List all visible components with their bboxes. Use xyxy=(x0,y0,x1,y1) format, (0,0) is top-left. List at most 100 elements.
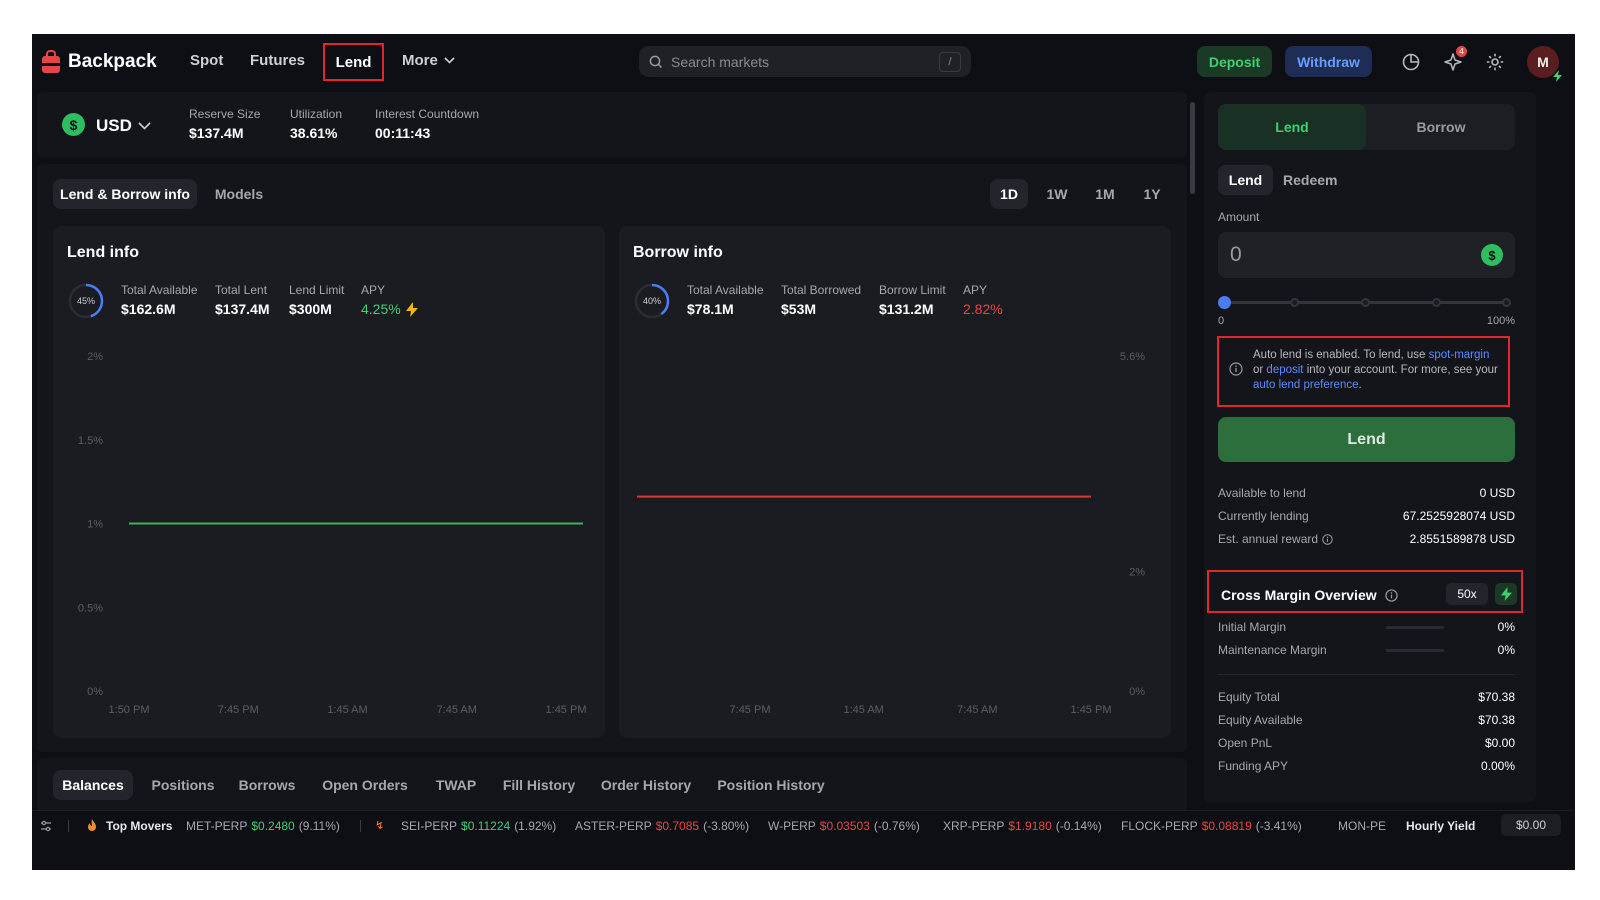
tab-label: Models xyxy=(214,186,264,202)
mode-lend-button[interactable]: Lend xyxy=(1218,104,1366,150)
deposit-button[interactable]: Deposit xyxy=(1197,46,1272,77)
spot-margin-link[interactable]: spot-margin xyxy=(1428,349,1490,361)
bolt-icon[interactable] xyxy=(1495,583,1517,605)
ticker-separator xyxy=(360,820,361,832)
borrow-info-card: Borrow info 40% Total Available $78.1M T… xyxy=(619,226,1171,738)
search-bar[interactable]: / xyxy=(639,46,971,77)
sliders-icon[interactable] xyxy=(40,820,52,832)
ticker-item[interactable]: ASTER-PERP $0.7085 (-3.80%) xyxy=(575,819,749,833)
amount-field[interactable]: $ xyxy=(1218,232,1515,278)
slider-tick-75[interactable] xyxy=(1432,298,1441,307)
range-1m[interactable]: 1M xyxy=(1085,179,1125,209)
bottom-tab-label: Borrows xyxy=(238,777,296,793)
range-1w[interactable]: 1W xyxy=(1037,179,1077,209)
borrow-total-borrowed-label: Total Borrowed xyxy=(781,283,862,297)
sub-tab-redeem[interactable]: Redeem xyxy=(1283,165,1337,195)
nav-lend[interactable]: Lend xyxy=(323,43,384,81)
est-annual-reward-key: Est. annual reward xyxy=(1218,532,1333,546)
bottom-tab-twap[interactable]: TWAP xyxy=(430,770,482,800)
nav-more[interactable]: More xyxy=(402,52,455,69)
avatar[interactable]: M xyxy=(1527,46,1562,82)
sparkle-icon[interactable]: 4 xyxy=(1441,46,1467,74)
ticker-price: $1.9180 xyxy=(1008,819,1052,833)
x-tick-label: 7:45 AM xyxy=(437,704,477,716)
lend-limit-label: Lend Limit xyxy=(289,283,345,297)
y-tick-label: 2% xyxy=(87,351,103,363)
bottom-tab-borrows[interactable]: Borrows xyxy=(235,770,299,800)
borrow-ring-pct: 40% xyxy=(643,296,661,306)
range-1d[interactable]: 1D xyxy=(990,179,1028,209)
currency-selector[interactable]: USD xyxy=(96,116,151,136)
ticker-item[interactable]: MET-PERP $0.2480 (9.11%) xyxy=(186,819,340,833)
gear-icon[interactable] xyxy=(1483,50,1507,74)
amount-input[interactable] xyxy=(1230,242,1460,268)
amount-slider[interactable] xyxy=(1218,293,1515,311)
bolt-icon xyxy=(405,301,418,317)
lend-info-title: Lend info xyxy=(67,244,139,261)
tab-models[interactable]: Models xyxy=(209,179,269,209)
ticker-item[interactable]: XRP-PERP $1.9180 (-0.14%) xyxy=(943,819,1102,833)
notice-text-2: or xyxy=(1253,364,1267,376)
borrow-total-available: Total Available $78.1M xyxy=(687,283,764,317)
bottom-tab-open-orders[interactable]: Open Orders xyxy=(318,770,412,800)
main-scrollbar[interactable] xyxy=(1190,92,1196,806)
slider-tick-25[interactable] xyxy=(1290,298,1299,307)
logo[interactable]: Backpack xyxy=(42,50,157,74)
lend-submit-button[interactable]: Lend xyxy=(1218,417,1515,462)
portfolio-pie-icon[interactable] xyxy=(1399,50,1423,74)
est-annual-reward-value: 2.8551589878 USD xyxy=(1409,532,1515,546)
ticker-symbol: FLOCK-PERP xyxy=(1121,819,1198,833)
lend-info-card: Lend info 45% Total Available $162.6M To… xyxy=(53,226,605,738)
lend-total-lent-value: $137.4M xyxy=(215,301,270,317)
hourly-yield-value[interactable]: $0.00 xyxy=(1501,814,1561,836)
ticker-item[interactable]: MON-PE xyxy=(1338,819,1394,833)
info-icon[interactable] xyxy=(1322,533,1333,545)
range-1y[interactable]: 1Y xyxy=(1132,179,1172,209)
slider-min-label: 0 xyxy=(1218,315,1225,327)
y-tick-label: 0.5% xyxy=(78,602,103,614)
y-tick-label: 1% xyxy=(87,519,103,531)
bottom-tab-balances[interactable]: Balances xyxy=(53,770,133,800)
leverage-button[interactable]: 50x xyxy=(1446,583,1488,605)
ticker-item[interactable]: FLOCK-PERP $0.08819 (-3.41%) xyxy=(1121,819,1302,833)
countdown-label: Interest Countdown xyxy=(375,107,480,121)
x-tick-label: 7:45 PM xyxy=(218,704,259,716)
bottom-tab-positions[interactable]: Positions xyxy=(148,770,218,800)
bottom-tab-label: Order History xyxy=(600,777,692,793)
utilization-value: 38.61% xyxy=(290,125,338,141)
lend-apy: APY 4.25% xyxy=(361,283,418,317)
info-icon[interactable] xyxy=(1384,588,1398,602)
withdraw-button[interactable]: Withdraw xyxy=(1285,46,1372,77)
y-tick-label: 0% xyxy=(1129,686,1145,698)
reserve-size-stat: Reserve Size $137.4M xyxy=(189,107,260,141)
slider-tick-50[interactable] xyxy=(1361,298,1370,307)
tab-lend-borrow-info[interactable]: Lend & Borrow info xyxy=(53,179,197,209)
ticker-price: $0.2480 xyxy=(251,819,295,833)
sub-tab-lend[interactable]: Lend xyxy=(1218,165,1273,195)
equity-available-label: Equity Available xyxy=(1218,713,1303,727)
bottom-tabs: Balances Positions Borrows Open Orders TWAP F… xyxy=(37,758,1187,810)
auto-lend-preference-link[interactable]: auto lend preference xyxy=(1253,379,1359,391)
ticker-item[interactable]: SEI-PERP $0.11224 (1.92%) xyxy=(401,819,556,833)
nav-spot[interactable]: Spot xyxy=(190,52,224,69)
notice-text-3: into your account. For more, see your xyxy=(1303,364,1498,376)
bottom-tab-position-history[interactable]: Position History xyxy=(713,770,829,800)
available-to-lend-value: 0 USD xyxy=(1479,486,1515,500)
nav-futures[interactable]: Futures xyxy=(250,52,306,69)
deposit-link[interactable]: deposit xyxy=(1266,364,1304,376)
slider-tick-100[interactable] xyxy=(1502,298,1511,307)
auto-lend-notice: Auto lend is enabled. To lend, use spot-… xyxy=(1217,336,1510,407)
search-input[interactable] xyxy=(671,53,931,70)
scrollbar-thumb[interactable] xyxy=(1190,102,1195,194)
amount-label: Amount xyxy=(1218,210,1260,224)
borrow-utilization-ring: 40% xyxy=(634,283,670,319)
utilization-stat: Utilization 38.61% xyxy=(290,107,342,141)
mode-borrow-button[interactable]: Borrow xyxy=(1367,104,1515,150)
bottom-tab-order-history[interactable]: Order History xyxy=(598,770,694,800)
bottom-tab-fill-history[interactable]: Fill History xyxy=(499,770,579,800)
borrow-total-available-value: $78.1M xyxy=(687,301,734,317)
ticker-item[interactable]: W-PERP $0.03503 (-0.76%) xyxy=(768,819,920,833)
initial-margin-row: Initial Margin 0% xyxy=(1218,620,1515,634)
lend-chart: 2% 1.5% 1% 0.5% 0% 1:50 PM 7:45 PM 1:45 AM 7:45 … xyxy=(78,351,587,716)
slider-thumb[interactable] xyxy=(1218,296,1231,309)
